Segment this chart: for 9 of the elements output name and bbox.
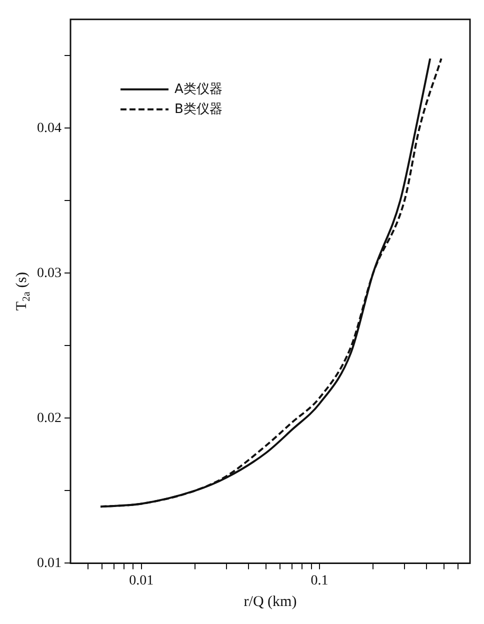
x-axis-title: r/Q (km) bbox=[244, 594, 297, 610]
x-tick-label: 0.1 bbox=[310, 573, 328, 588]
y-tick-label: 0.02 bbox=[37, 410, 62, 426]
legend-label: A类仪器 bbox=[174, 82, 222, 97]
y-tick-label: 0.04 bbox=[37, 120, 62, 136]
y-axis-title: T2a (s) bbox=[14, 272, 32, 311]
y-tick-label: 0.03 bbox=[37, 266, 62, 281]
legend-label: B类仪器 bbox=[174, 102, 222, 117]
y-tick-label: 0.01 bbox=[37, 556, 62, 571]
